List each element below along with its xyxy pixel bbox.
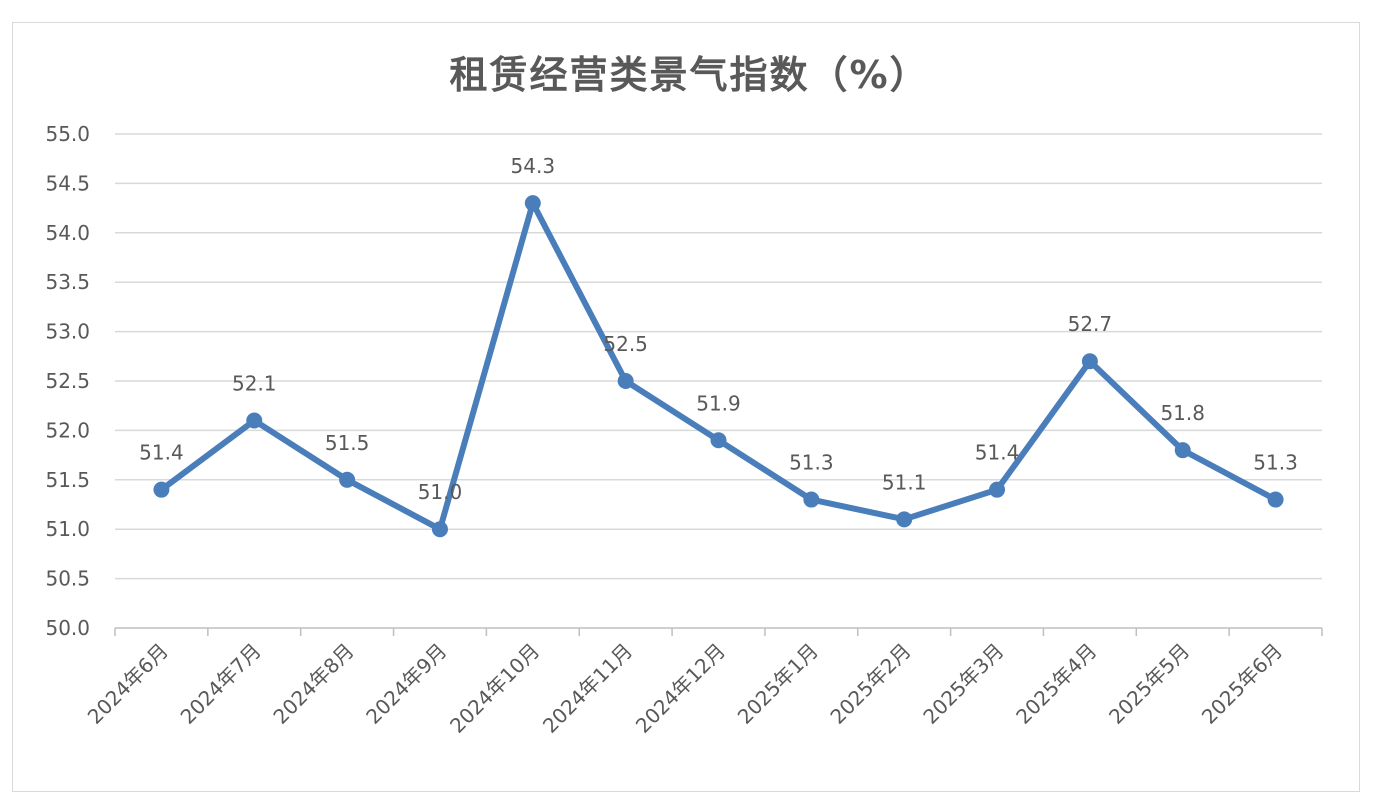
y-tick-label: 52.0 [45, 418, 90, 442]
data-point [1174, 442, 1191, 459]
data-label: 51.8 [1160, 401, 1205, 425]
gridlines [115, 133, 1322, 580]
y-tick-label: 50.5 [45, 567, 90, 591]
x-tick-label: 2025年5月 [1104, 639, 1194, 729]
x-tick-label: 2024年10月 [445, 639, 544, 738]
x-tick-label: 2025年6月 [1197, 639, 1287, 729]
data-label: 51.4 [975, 441, 1020, 465]
y-tick-label: 53.5 [45, 270, 90, 294]
x-tick-label: 2025年3月 [918, 639, 1008, 729]
y-tick-label: 55.0 [45, 122, 90, 146]
y-tick-label: 54.5 [45, 171, 90, 195]
data-label: 51.0 [418, 480, 463, 504]
x-tick-label: 2025年4月 [1011, 639, 1101, 729]
x-tick-label: 2024年7月 [176, 639, 266, 729]
chart-title: 租赁经营类景气指数（%） [449, 53, 930, 97]
data-point [989, 481, 1006, 498]
data-label: 52.5 [603, 332, 648, 356]
data-label: 51.3 [1253, 451, 1298, 475]
data-label: 51.4 [139, 441, 184, 465]
x-tick-label: 2024年12月 [631, 639, 730, 738]
x-tick-label: 2024年11月 [538, 639, 637, 738]
x-tick-label: 2024年6月 [83, 639, 173, 729]
y-tick-label: 52.5 [45, 369, 90, 393]
y-tick-label: 50.0 [45, 616, 90, 640]
data-label: 52.1 [232, 372, 277, 396]
data-point [153, 481, 170, 498]
data-points [153, 195, 1284, 538]
data-label: 51.1 [882, 470, 927, 494]
y-tick-label: 54.0 [45, 221, 90, 245]
x-tick-label: 2025年2月 [825, 639, 915, 729]
y-axis-ticks: 50.0 50.5 51.0 51.5 52.0 52.5 53.0 53.5 54.0 54.5… [45, 122, 90, 640]
data-point [431, 521, 448, 538]
data-point [617, 373, 634, 389]
data-point [1267, 491, 1284, 508]
data-label: 51.5 [325, 431, 370, 455]
data-labels: 51.4 52.1 51.5 51.0 54.3 52.5 51.9 51.3 51.1 51.4… [139, 154, 1298, 504]
y-tick-label: 53.0 [45, 320, 90, 344]
data-point [524, 195, 541, 212]
data-point [896, 511, 913, 528]
data-point [246, 412, 263, 429]
y-tick-label: 51.0 [45, 517, 90, 541]
x-axis: 2024年6月 2024年7月 2024年8月 2024年9月2024年10月2024… [83, 627, 1323, 738]
data-point [339, 471, 356, 488]
data-label: 51.9 [696, 391, 741, 415]
x-tick-label: 2025年1月 [733, 639, 823, 729]
data-point [710, 432, 727, 449]
y-tick-label: 51.5 [45, 468, 90, 492]
data-point [1081, 353, 1098, 370]
data-label: 51.3 [789, 451, 834, 475]
data-label: 52.7 [1068, 312, 1113, 336]
data-label: 54.3 [511, 154, 556, 178]
data-point [803, 491, 820, 508]
x-tick-label: 2024年8月 [268, 639, 358, 729]
x-tick-label: 2024年9月 [361, 639, 451, 729]
